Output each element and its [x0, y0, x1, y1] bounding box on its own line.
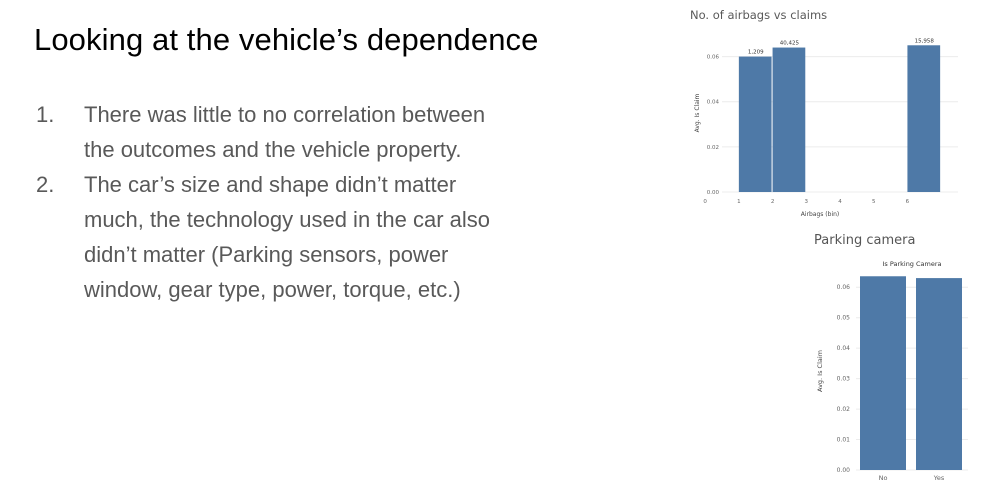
data-label: 1,209	[748, 50, 764, 56]
x-axis-label: Airbags (bin)	[801, 211, 840, 218]
y-axis-label: Avg. Is Claim	[694, 93, 701, 132]
x-tick-label: 6	[906, 199, 910, 205]
bar	[738, 56, 772, 192]
x-tick-label: 1	[737, 199, 741, 205]
y-tick-label: 0.05	[837, 315, 851, 322]
x-tick-label: 5	[872, 199, 876, 205]
y-tick-label: 0.06	[707, 55, 720, 61]
bullet-item: 1. There was little to no correlation be…	[36, 97, 496, 167]
x-tick-label: Yes	[933, 474, 945, 482]
x-tick-label: 0	[703, 199, 707, 205]
y-tick-label: 0.03	[837, 376, 851, 383]
x-tick-label: 4	[838, 199, 842, 205]
bullet-item: 2. The car’s size and shape didn’t matte…	[36, 167, 496, 307]
bullet-text: The car’s size and shape didn’t matter m…	[84, 172, 491, 302]
y-tick-label: 0.02	[707, 145, 719, 151]
bar	[916, 278, 962, 470]
x-tick-label: No	[879, 474, 888, 482]
column-header: Is Parking Camera	[882, 260, 941, 268]
bar	[772, 47, 806, 193]
x-tick-label: 2	[771, 199, 775, 205]
x-tick-label: 3	[805, 199, 809, 205]
bullet-text: There was little to no correlation betwe…	[84, 102, 486, 162]
airbag-bar-chart: 0.00 0.02 0.04 0.06 1,209 40,425 15,958 0 1 2 3 4 5 6…	[694, 38, 958, 218]
slide-title: Looking at the vehicle’s dependence	[34, 22, 539, 57]
bullet-list: 1. There was little to no correlation be…	[36, 97, 496, 307]
bullet-number: 2.	[36, 172, 55, 197]
data-label: 40,425	[780, 41, 800, 47]
y-tick-label: 0.00	[707, 190, 720, 196]
y-tick-label: 0.04	[837, 345, 851, 352]
y-tick-label: 0.02	[837, 406, 851, 413]
bullet-number: 1.	[36, 102, 55, 127]
data-label: 15,958	[915, 38, 935, 44]
y-tick-label: 0.00	[837, 467, 851, 474]
y-tick-label: 0.04	[707, 100, 720, 106]
y-tick-label: 0.01	[837, 437, 851, 444]
bar	[860, 276, 906, 470]
y-tick-label: 0.06	[837, 284, 851, 291]
y-axis-label: Avg. Is Claim	[816, 350, 824, 392]
parking-chart-title: Parking camera	[814, 233, 916, 248]
airbag-chart-title: No. of airbags vs claims	[690, 8, 828, 22]
parking-bar-chart: Is Parking Camera 0.00 0.01 0.02 0.03 0.04 0.0…	[816, 260, 968, 482]
bar	[907, 45, 941, 193]
